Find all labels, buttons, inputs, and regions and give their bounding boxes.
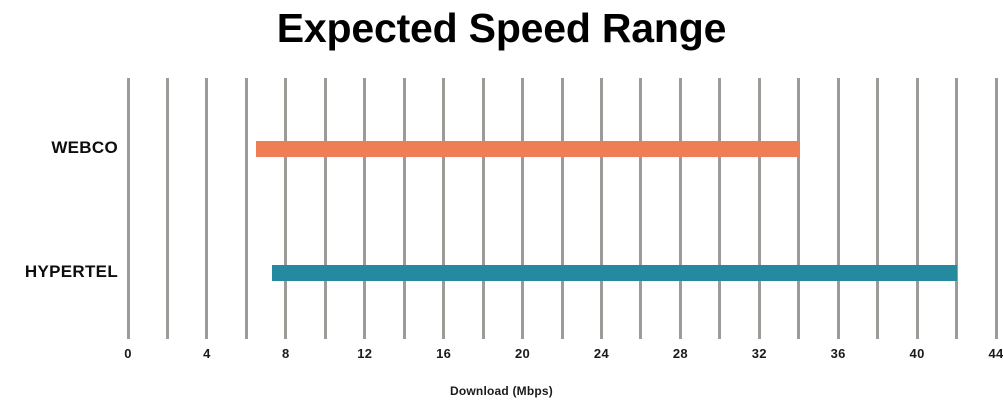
gridline <box>521 78 525 339</box>
x-tick-label: 40 <box>909 346 925 361</box>
range-bar-webco[interactable] <box>256 141 799 157</box>
gridline <box>955 78 959 339</box>
gridline <box>994 78 998 339</box>
range-bar-hypertel[interactable] <box>272 265 957 281</box>
x-tick-label: 20 <box>515 346 531 361</box>
gridline <box>678 78 682 339</box>
gridline <box>244 78 248 339</box>
category-label-webco: WEBCO <box>51 138 118 157</box>
x-tick-label: 36 <box>830 346 846 361</box>
x-tick-label: 12 <box>357 346 373 361</box>
gridline <box>718 78 722 339</box>
gridline <box>915 78 919 339</box>
gridline <box>481 78 485 339</box>
x-tick-label: 32 <box>751 346 767 361</box>
x-tick-label: 24 <box>593 346 609 361</box>
x-tick-label: 8 <box>282 346 290 361</box>
gridline <box>205 78 209 339</box>
gridline <box>599 78 603 339</box>
gridline <box>442 78 446 339</box>
gridline <box>797 78 801 339</box>
gridline <box>126 78 130 339</box>
gridline <box>363 78 367 339</box>
x-tick-label: 16 <box>436 346 452 361</box>
gridline <box>639 78 643 339</box>
x-tick-label: 4 <box>203 346 211 361</box>
chart-title: Expected Speed Range <box>276 5 727 51</box>
gridline <box>402 78 406 339</box>
gridline <box>284 78 288 339</box>
x-tick-label: 44 <box>988 346 1003 361</box>
x-tick-label: 28 <box>672 346 688 361</box>
plot-area <box>126 78 998 339</box>
x-axis-title: Download (Mbps) <box>450 384 553 398</box>
gridline <box>165 78 169 339</box>
category-label-hypertel: HYPERTEL <box>24 262 118 281</box>
gridline <box>560 78 564 339</box>
gridline <box>323 78 327 339</box>
gridline <box>836 78 840 339</box>
gridline <box>757 78 761 339</box>
gridline <box>876 78 880 339</box>
x-tick-label: 0 <box>124 346 132 361</box>
